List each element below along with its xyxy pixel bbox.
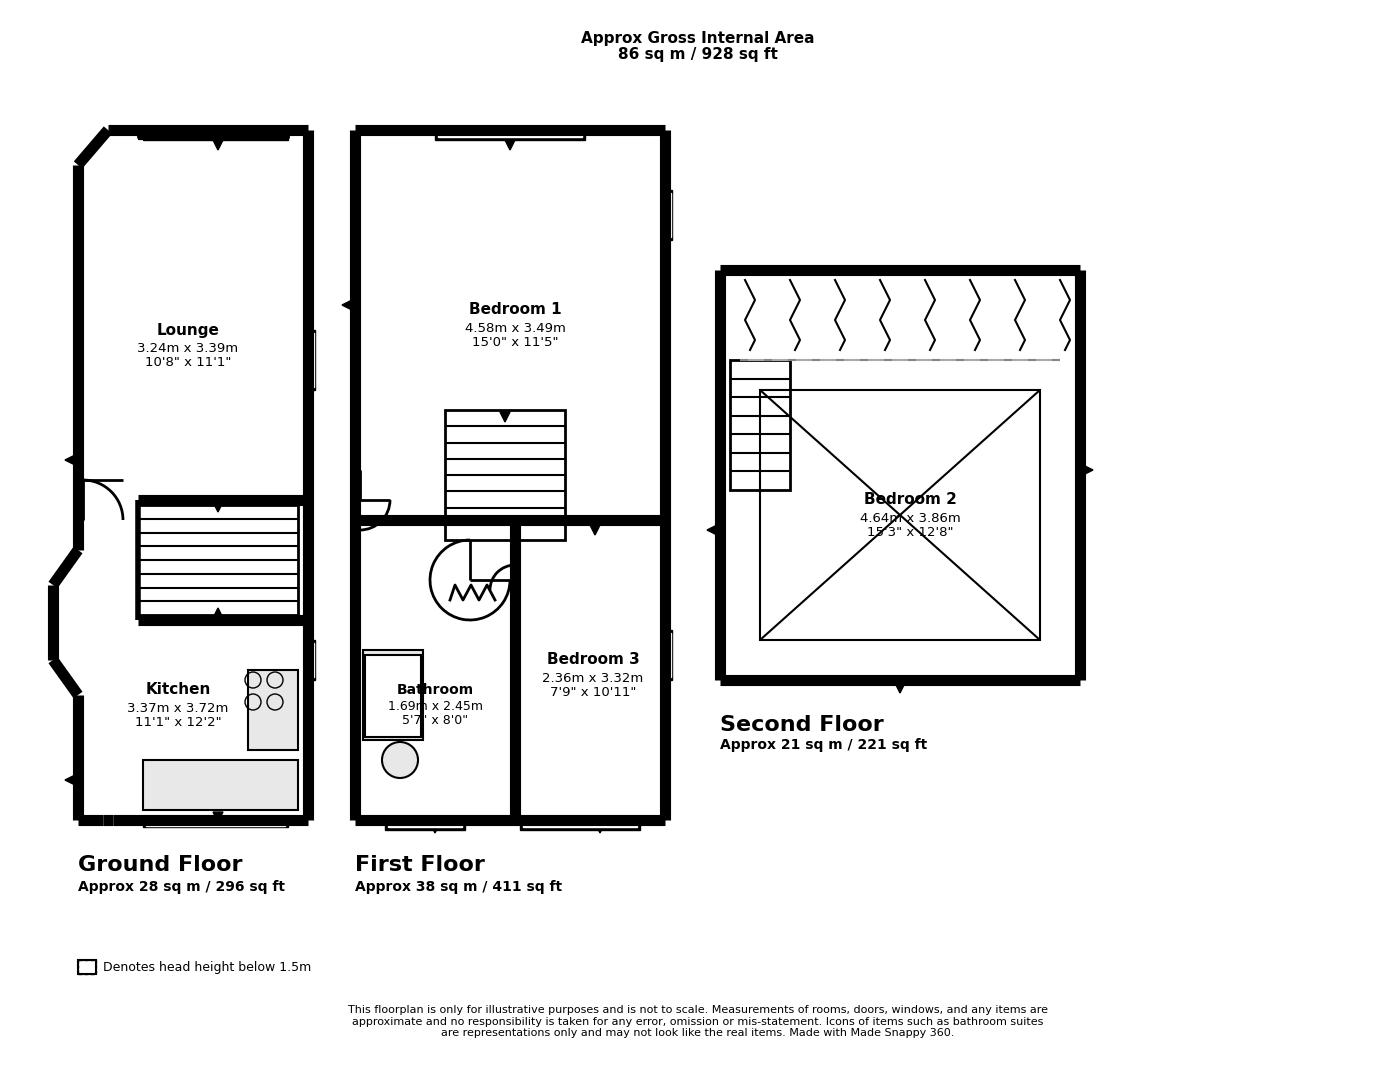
Bar xyxy=(520,816,640,831)
Polygon shape xyxy=(590,525,599,535)
Polygon shape xyxy=(595,823,605,833)
Text: Approx 21 sq m / 221 sq ft: Approx 21 sq m / 221 sq ft xyxy=(719,738,928,752)
Circle shape xyxy=(381,742,418,778)
Text: 3.24m x 3.39m: 3.24m x 3.39m xyxy=(137,341,239,354)
Bar xyxy=(665,193,671,237)
Polygon shape xyxy=(504,140,515,150)
Bar xyxy=(446,410,564,540)
Bar xyxy=(386,816,465,831)
Bar xyxy=(662,630,672,680)
Text: This floorplan is only for illustrative purposes and is not to scale. Measuremen: This floorplan is only for illustrative … xyxy=(348,1005,1048,1038)
Text: 86 sq m / 928 sq ft: 86 sq m / 928 sq ft xyxy=(617,48,778,63)
Text: 5'7" x 8'0": 5'7" x 8'0" xyxy=(402,714,468,727)
Polygon shape xyxy=(1083,465,1092,475)
Bar xyxy=(307,643,314,677)
Bar xyxy=(522,820,637,827)
Text: Ground Floor: Ground Floor xyxy=(78,855,243,875)
Polygon shape xyxy=(212,608,224,618)
Polygon shape xyxy=(66,775,75,785)
Bar xyxy=(388,820,462,827)
Polygon shape xyxy=(707,525,717,535)
Text: Bedroom 1: Bedroom 1 xyxy=(468,302,562,318)
Text: Approx 28 sq m / 296 sq ft: Approx 28 sq m / 296 sq ft xyxy=(78,880,285,894)
Text: First Floor: First Floor xyxy=(355,855,485,875)
Bar xyxy=(363,650,423,740)
Bar xyxy=(305,330,314,390)
Bar xyxy=(365,654,420,737)
Bar xyxy=(78,960,96,974)
Text: 3.37m x 3.72m: 3.37m x 3.72m xyxy=(127,702,229,715)
Bar xyxy=(249,670,298,750)
Polygon shape xyxy=(430,823,440,833)
Text: Approx Gross Internal Area: Approx Gross Internal Area xyxy=(581,30,814,45)
Text: Bedroom 2: Bedroom 2 xyxy=(863,492,957,508)
Text: 4.64m x 3.86m: 4.64m x 3.86m xyxy=(859,512,960,525)
Polygon shape xyxy=(212,140,224,150)
Text: 15'3" x 12'8": 15'3" x 12'8" xyxy=(866,526,953,540)
Bar xyxy=(731,360,789,490)
Polygon shape xyxy=(895,683,905,693)
Polygon shape xyxy=(212,502,224,512)
Bar xyxy=(142,816,288,827)
Text: 2.36m x 3.32m: 2.36m x 3.32m xyxy=(542,672,644,685)
Text: Denotes head height below 1.5m: Denotes head height below 1.5m xyxy=(103,960,312,973)
Text: 11'1" x 12'2": 11'1" x 12'2" xyxy=(134,716,221,729)
Bar xyxy=(434,126,585,140)
Text: Kitchen: Kitchen xyxy=(145,683,211,698)
Text: Lounge: Lounge xyxy=(156,323,219,337)
Text: 15'0" x 11'5": 15'0" x 11'5" xyxy=(472,337,559,350)
Text: 1.69m x 2.45m: 1.69m x 2.45m xyxy=(387,700,482,713)
Bar xyxy=(138,127,288,137)
Bar xyxy=(662,190,672,240)
Bar xyxy=(760,390,1039,640)
Text: Second Floor: Second Floor xyxy=(719,715,884,735)
Bar xyxy=(142,126,288,140)
Bar xyxy=(142,760,298,810)
Bar xyxy=(147,820,285,826)
Text: Approx 38 sq m / 411 sq ft: Approx 38 sq m / 411 sq ft xyxy=(355,880,562,894)
Polygon shape xyxy=(212,812,224,822)
Text: 10'8" x 11'1": 10'8" x 11'1" xyxy=(145,356,231,369)
Polygon shape xyxy=(500,411,510,422)
Bar xyxy=(305,640,314,680)
Polygon shape xyxy=(342,300,352,310)
Bar xyxy=(138,505,298,615)
Bar xyxy=(147,130,285,136)
Bar xyxy=(439,130,583,137)
Text: Bedroom 3: Bedroom 3 xyxy=(546,652,640,667)
Bar xyxy=(665,633,671,677)
Bar xyxy=(138,131,288,137)
Text: Bathroom: Bathroom xyxy=(397,683,474,697)
Text: 4.58m x 3.49m: 4.58m x 3.49m xyxy=(465,322,566,335)
Polygon shape xyxy=(66,455,75,465)
Bar xyxy=(307,333,314,387)
Text: 7'9" x 10'11": 7'9" x 10'11" xyxy=(550,687,636,700)
